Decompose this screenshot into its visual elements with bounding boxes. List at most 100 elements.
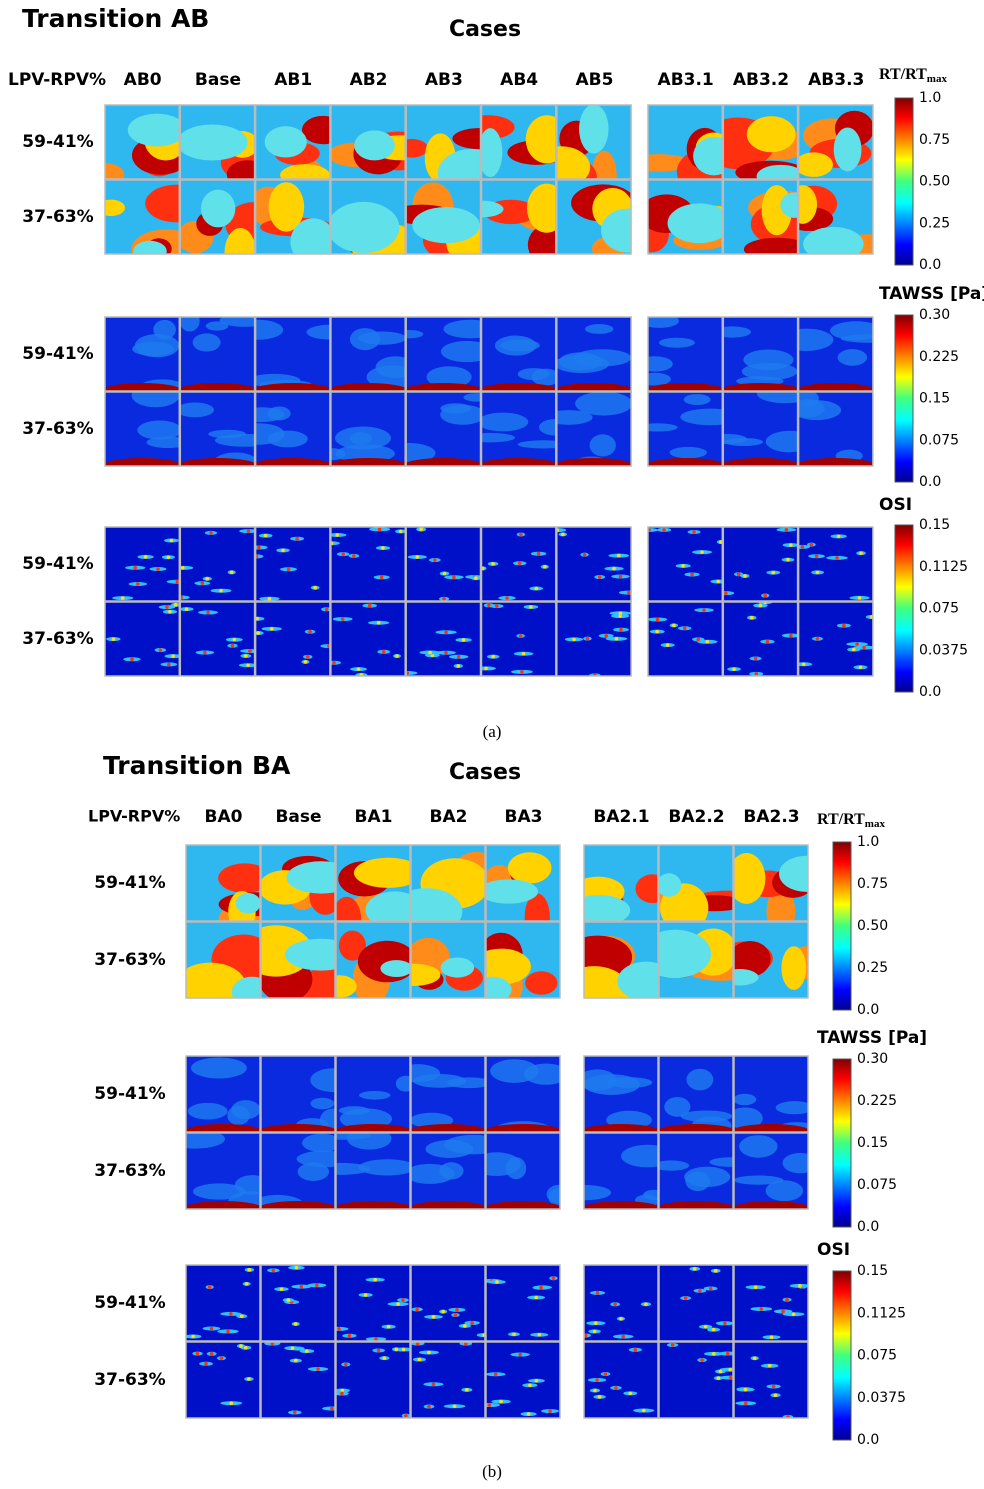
cell-bg <box>336 1342 410 1418</box>
band <box>411 1201 485 1209</box>
spot <box>246 663 250 668</box>
blob <box>358 331 406 345</box>
band <box>261 1201 335 1209</box>
cell-border <box>733 1264 809 1342</box>
cell-bg <box>330 527 406 601</box>
cell-border <box>485 1264 561 1342</box>
cell-border <box>485 921 561 999</box>
spot <box>869 615 873 619</box>
cell-border <box>104 104 181 180</box>
spot <box>316 1367 320 1371</box>
heatmap-cell <box>336 1342 410 1418</box>
cell-border <box>480 179 557 255</box>
spot <box>700 550 704 554</box>
blob <box>357 940 410 983</box>
cell-border <box>260 1132 336 1210</box>
heatmap-cell <box>659 922 733 998</box>
part-title: Transition BA <box>103 751 291 780</box>
spot <box>536 551 541 556</box>
spot <box>130 657 134 662</box>
spot <box>728 1367 732 1372</box>
blob <box>830 321 873 341</box>
band <box>734 1201 808 1209</box>
spot <box>452 1404 457 1409</box>
spot <box>505 596 509 600</box>
blob <box>589 434 616 457</box>
spot <box>789 633 793 638</box>
blob <box>411 1163 455 1184</box>
label-main: RT/RT <box>879 66 927 83</box>
blob <box>486 879 539 904</box>
heatmap-cell <box>584 922 658 998</box>
spot <box>603 1372 608 1376</box>
spot <box>815 636 820 641</box>
colorbar <box>894 314 914 483</box>
cell-bg <box>723 392 798 466</box>
cell-border <box>104 526 181 602</box>
spot <box>243 1345 248 1350</box>
cell-border <box>722 316 799 392</box>
caption: (b) <box>482 1462 502 1481</box>
spot <box>771 570 776 575</box>
cell-border <box>733 844 809 922</box>
heatmap-cell <box>186 1265 260 1341</box>
heatmap-cell <box>411 845 485 921</box>
heatmap-cell <box>556 602 632 676</box>
blob <box>734 969 759 986</box>
cell-bg <box>330 602 406 676</box>
spot <box>495 1280 499 1284</box>
spot <box>809 542 814 547</box>
spot <box>431 1382 436 1387</box>
colorbar-tick: 0.30 <box>919 307 950 323</box>
colorbar <box>832 1270 852 1441</box>
cell-border <box>405 316 482 392</box>
cell-border <box>410 921 486 999</box>
band <box>336 1124 410 1132</box>
heatmap-cell <box>556 180 632 254</box>
colorbar-tick: 0.075 <box>919 601 959 617</box>
heatmap-cell <box>186 845 260 921</box>
cell-border <box>185 1341 261 1419</box>
spot <box>767 1363 772 1368</box>
spot <box>367 603 372 608</box>
spot <box>493 1372 498 1377</box>
spot <box>269 627 274 631</box>
colorbar-tick: 0.225 <box>857 1093 897 1109</box>
cell-border <box>583 921 659 999</box>
cell-border <box>647 391 724 467</box>
colorbar-tick: 0.075 <box>857 1177 897 1193</box>
label-sub: max <box>927 73 948 85</box>
spot <box>431 1315 436 1319</box>
streak <box>556 528 567 533</box>
spot <box>442 571 447 576</box>
heatmap-cell <box>481 602 556 676</box>
row-label: 37-63% <box>94 1161 165 1181</box>
blob <box>336 975 357 998</box>
heatmap-cell <box>723 180 798 254</box>
blob <box>180 402 214 418</box>
cell-bg <box>105 527 180 601</box>
heatmap-cell <box>406 105 481 179</box>
colorbar-label: TAWSS [Pa] <box>817 1028 927 1048</box>
column-header: AB3 <box>425 70 463 90</box>
heatmap-cell <box>734 1342 808 1418</box>
band <box>584 1124 658 1132</box>
spot <box>593 1388 597 1393</box>
heatmap-cell <box>734 922 808 998</box>
colorbar-label: OSI <box>879 495 912 515</box>
part-title: Transition AB <box>22 4 209 33</box>
blob <box>617 961 658 998</box>
row-header: LPV-RPV% <box>88 807 180 826</box>
column-header: AB3.1 <box>658 70 714 90</box>
cell-border <box>647 601 724 677</box>
blob <box>412 207 480 244</box>
blob <box>330 448 346 461</box>
row-label: 59-41% <box>94 873 165 893</box>
spot <box>255 616 259 621</box>
blob <box>336 1162 371 1175</box>
blob <box>648 423 678 432</box>
blob <box>724 437 764 447</box>
cell-border <box>733 1341 809 1419</box>
spot <box>191 1334 195 1339</box>
blob <box>146 436 180 449</box>
